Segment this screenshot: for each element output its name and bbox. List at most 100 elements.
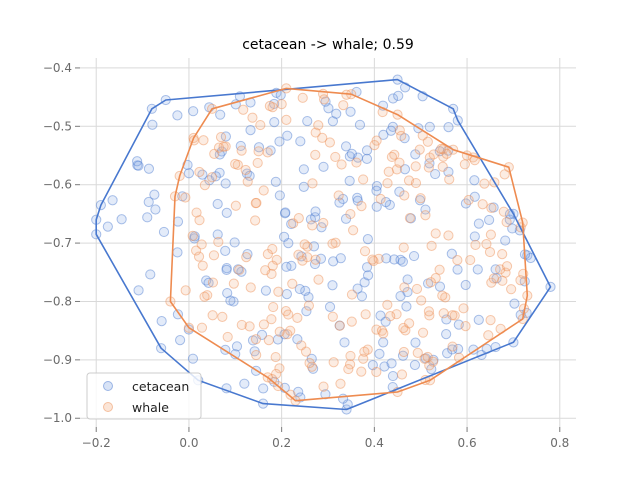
scatter-point: [360, 309, 371, 320]
scatter-point: [356, 201, 367, 212]
scatter-point: [302, 252, 313, 263]
scatter-point: [232, 264, 244, 275]
scatter-point: [194, 166, 205, 178]
scatter-point: [391, 309, 402, 320]
scatter-point: [378, 129, 389, 140]
scatter-point: [327, 311, 338, 322]
scatter-point: [506, 284, 517, 295]
scatter-point: [300, 285, 311, 296]
scatter-point: [361, 262, 373, 273]
scatter-point: [293, 249, 304, 260]
legend-label-whale: whale: [132, 400, 169, 415]
scatter-point: [215, 131, 227, 143]
scatter-point: [263, 334, 274, 346]
y-tick-label: −0.5: [43, 119, 72, 133]
x-tick-label: 0.2: [272, 436, 291, 450]
scatter-point: [213, 142, 225, 153]
scatter-point: [380, 316, 391, 327]
scatter-point: [419, 353, 430, 364]
scatter-point: [345, 350, 356, 362]
scatter-point: [452, 254, 463, 266]
scatter-point: [405, 213, 416, 224]
scatter-point: [459, 159, 470, 170]
scatter-point: [426, 364, 437, 375]
scatter-point: [394, 157, 405, 168]
legend: cetacean whale: [86, 372, 202, 420]
scatter-point: [441, 329, 452, 340]
scatter-point: [191, 245, 202, 256]
scatter-point: [334, 197, 345, 208]
scatter-point: [460, 198, 472, 209]
scatter-point: [247, 335, 259, 346]
scatter-point: [301, 306, 312, 317]
scatter-point: [198, 135, 209, 146]
scatter-point: [221, 263, 232, 274]
scatter-point: [133, 285, 144, 296]
scatter-point: [189, 231, 200, 242]
scatter-point: [327, 280, 338, 291]
scatter-point: [488, 273, 499, 284]
scatter-point: [371, 135, 382, 146]
scatter-point: [225, 295, 236, 306]
scatter-point: [177, 191, 188, 202]
scatter-point: [469, 175, 480, 186]
scatter-point: [320, 96, 331, 107]
scatter-point: [282, 329, 293, 340]
scatter-point: [262, 249, 273, 260]
scatter-point: [309, 258, 321, 270]
scatter-point: [371, 324, 382, 335]
scatter-point: [426, 240, 437, 251]
scatter-point: [481, 238, 492, 250]
scatter-point: [424, 121, 435, 132]
scatter-point: [453, 319, 464, 330]
scatter-point: [244, 321, 255, 332]
scatter-point: [356, 291, 368, 302]
scatter-point: [255, 119, 266, 131]
scatter-point: [420, 210, 431, 221]
scatter-point: [430, 273, 441, 284]
scatter-point: [352, 152, 364, 163]
scatter-point: [267, 102, 278, 113]
scatter-point: [422, 278, 434, 289]
scatter-point: [293, 386, 304, 398]
scatter-point: [371, 181, 382, 192]
scatter-point: [202, 290, 213, 301]
scatter-point: [486, 277, 497, 288]
scatter-point: [401, 301, 412, 312]
y-tick-label: −0.4: [43, 61, 72, 75]
scatter-point: [315, 253, 327, 264]
scatter-point: [351, 157, 362, 168]
scatter-point: [398, 242, 409, 253]
scatter-point: [423, 162, 434, 173]
scatter-point: [265, 145, 276, 156]
x-tick-label: 0.0: [179, 436, 198, 450]
scatter-point: [443, 166, 454, 177]
scatter-point: [132, 156, 143, 167]
y-tick-label: −0.6: [43, 178, 72, 192]
scatter-point: [414, 144, 425, 155]
y-tick-label: −1.0: [43, 411, 72, 425]
legend-marker-whale: [103, 402, 113, 412]
cetacean-points: [91, 74, 556, 415]
scatter-point: [358, 353, 369, 364]
scatter-point: [288, 218, 299, 229]
scatter-point: [387, 370, 399, 382]
scatter-point: [222, 287, 233, 299]
scatter-point: [434, 146, 445, 157]
scatter-point: [206, 172, 218, 183]
scatter-point: [410, 161, 421, 172]
scatter-point: [236, 145, 247, 156]
scatter-point: [499, 169, 510, 180]
scatter-point: [328, 357, 339, 368]
scatter-point: [145, 269, 156, 280]
scatter-point: [441, 314, 452, 325]
scatter-point: [447, 310, 458, 321]
scatter-point: [438, 308, 449, 319]
scatter-point: [278, 231, 290, 242]
scatter-point: [352, 195, 363, 206]
scatter-point: [132, 160, 143, 171]
scatter-point: [318, 217, 329, 229]
scatter-point: [437, 161, 448, 172]
scatter-point: [507, 223, 518, 234]
scatter-point: [279, 208, 291, 219]
